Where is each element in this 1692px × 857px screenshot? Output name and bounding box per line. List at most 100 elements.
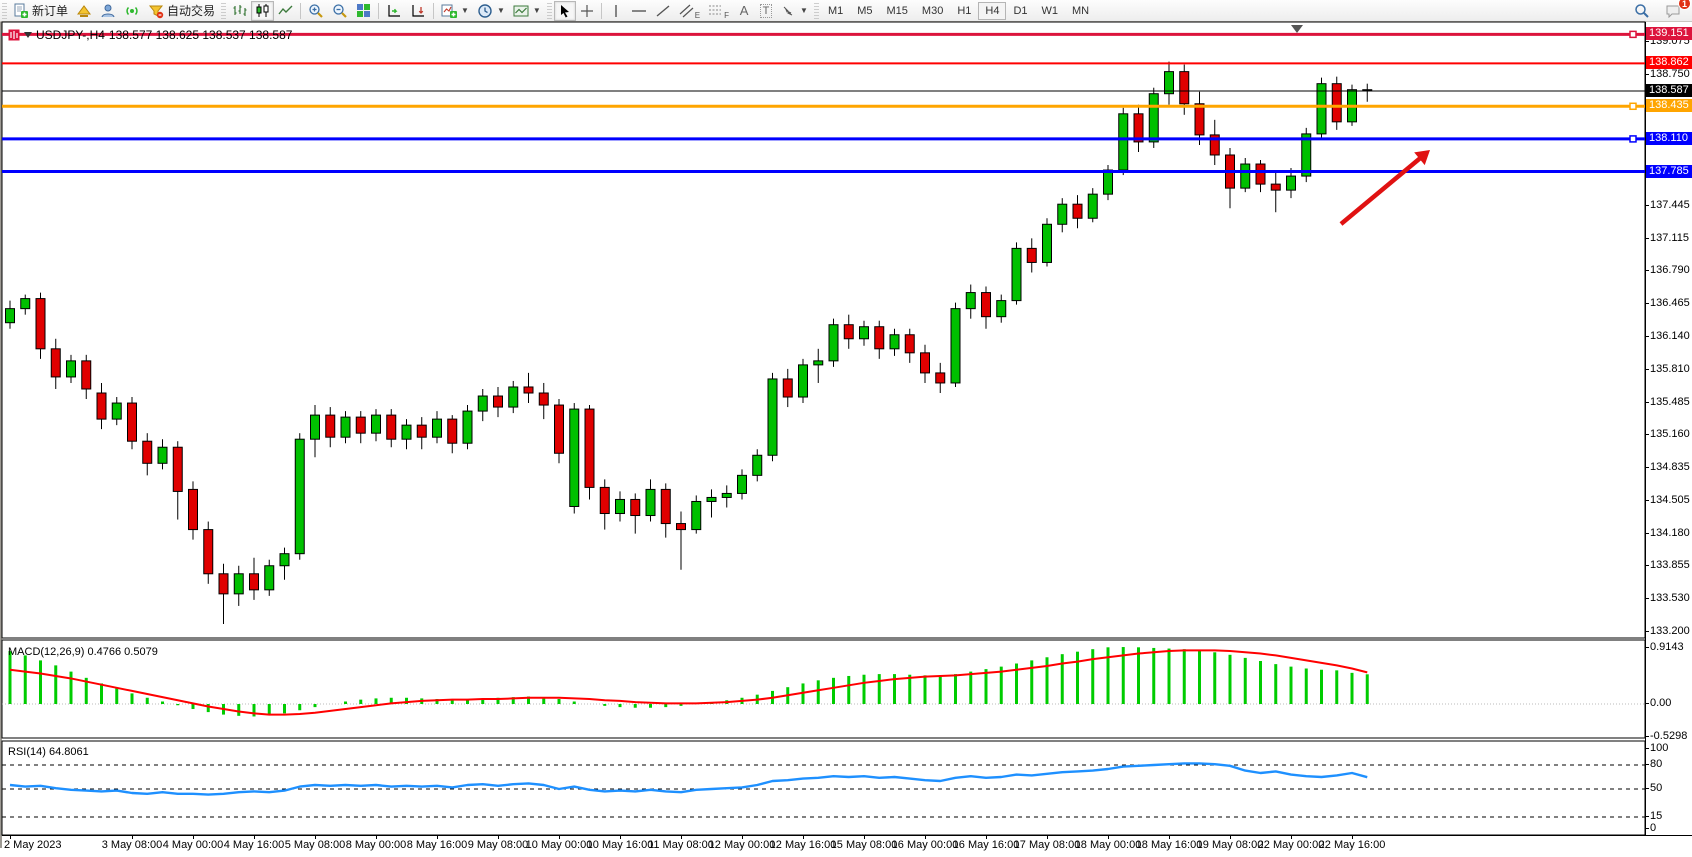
- auto-trading-button[interactable]: 自动交易: [144, 1, 219, 21]
- main-price-chart[interactable]: [1, 21, 1646, 639]
- timeframe-button-M30[interactable]: M30: [921, 4, 944, 17]
- toolbar-drag-handle[interactable]: [221, 2, 227, 19]
- symbol-icon: [8, 29, 20, 41]
- line-chart-button[interactable]: [274, 1, 297, 21]
- bear-candle: [249, 573, 259, 591]
- bull-candle: [401, 424, 412, 440]
- vertical-line-icon: [615, 4, 617, 17]
- toolbar-drag-handle[interactable]: [813, 2, 819, 19]
- add-indicator-icon: [441, 4, 458, 18]
- arrows-tool-dropdown[interactable]: ▼: [777, 1, 812, 21]
- bull-candle: [737, 474, 747, 494]
- timeframe-button-D1[interactable]: D1: [1013, 4, 1028, 17]
- level-price-badge: 139.151: [1646, 27, 1692, 41]
- bear-candle: [188, 488, 198, 531]
- bull-candle: [1011, 247, 1022, 302]
- tile-windows-button[interactable]: [352, 1, 375, 21]
- line-drag-handle: [1629, 30, 1637, 39]
- bull-candle: [828, 324, 839, 362]
- time-label: 10 May 00:00: [525, 839, 593, 851]
- bear-candle: [935, 372, 946, 384]
- bull-candle: [706, 496, 717, 502]
- dropdown-caret-icon: ▼: [532, 6, 541, 15]
- tile-windows-icon: [357, 4, 371, 17]
- time-tick: [1108, 836, 1109, 839]
- timeframe-button-W1[interactable]: W1: [1041, 4, 1059, 17]
- time-tick: [315, 836, 316, 839]
- bull-candle: [1042, 223, 1052, 263]
- new-order-button[interactable]: 新订单: [9, 1, 72, 21]
- toolbar-drag-handle[interactable]: [546, 2, 552, 19]
- period-dropdown[interactable]: ▼: [473, 1, 509, 21]
- time-tick: [376, 836, 377, 839]
- zoom-out-icon: [333, 3, 347, 18]
- toolbar: 新订单 自动交易: [0, 0, 1692, 22]
- rsi-panel-chart[interactable]: [1, 740, 1646, 836]
- candlestick-chart-button[interactable]: [251, 0, 275, 21]
- timeframe-button-M1[interactable]: M1: [827, 4, 844, 17]
- bull-candle: [20, 298, 31, 310]
- price-tick: 136.140: [1646, 329, 1690, 342]
- chart-window[interactable]: USDJPY-,H4 138.577 138.625 138.537 138.5…: [0, 21, 1692, 857]
- crosshair-tool-button[interactable]: [576, 1, 598, 21]
- search-icon: [1635, 3, 1649, 18]
- time-tick: [742, 836, 743, 839]
- time-label: 11 May 08:00: [648, 839, 714, 851]
- vertical-line-tool-button[interactable]: [605, 1, 627, 21]
- bull-candle: [111, 402, 122, 420]
- add-indicator-dropdown[interactable]: ▼: [437, 1, 473, 21]
- cursor-icon: [560, 4, 569, 17]
- timeframe-button-MN[interactable]: MN: [1072, 4, 1090, 17]
- macd-indicator-label: MACD(12,26,9) 0.4766 0.5079: [8, 646, 158, 658]
- rsi-indicator-label: RSI(14) 64.8061: [8, 746, 89, 758]
- time-tick: [559, 836, 560, 839]
- price-tick: 134.835: [1646, 460, 1690, 473]
- timeframe-button-H4[interactable]: H4: [978, 1, 1007, 20]
- label-tool-button[interactable]: T: [755, 1, 777, 21]
- cursor-tool-button[interactable]: [553, 0, 576, 21]
- timeframe-button-H1[interactable]: H1: [957, 4, 972, 17]
- price-tick: 134.505: [1646, 493, 1690, 506]
- auto-scroll-button[interactable]: [382, 1, 406, 21]
- market-watch-button[interactable]: [72, 1, 96, 21]
- toolbar-drag-handle[interactable]: [2, 2, 7, 19]
- bear-candle: [843, 324, 854, 340]
- bar-chart-button[interactable]: [228, 1, 251, 21]
- text-tool-button[interactable]: A: [733, 1, 755, 21]
- profile-button[interactable]: [96, 1, 120, 21]
- signals-button[interactable]: [120, 1, 144, 21]
- dropdown-caret-icon: ▼: [461, 6, 469, 15]
- bull-candle: [310, 414, 320, 440]
- bear-candle: [1026, 247, 1037, 263]
- bear-candle: [35, 298, 46, 350]
- price-axis[interactable]: 139.075 138.750 137.445 137.115 136.790 136.4…: [1645, 22, 1692, 835]
- chart-shift-marker: [1291, 25, 1303, 33]
- timeframe-button-M5[interactable]: M5: [857, 4, 873, 17]
- text-tool-letter: A: [739, 3, 749, 18]
- chart-shift-button[interactable]: [406, 1, 430, 21]
- collapse-triangle-icon[interactable]: [24, 32, 32, 38]
- annotation-arrow-shaft: [1339, 154, 1424, 226]
- search-button[interactable]: [1630, 1, 1654, 21]
- horizontal-line-tool-button[interactable]: [627, 1, 651, 21]
- notifications-button[interactable]: 1: [1662, 0, 1691, 21]
- macd-panel-chart[interactable]: [1, 639, 1646, 739]
- level-price-badge: 138.862: [1646, 56, 1692, 70]
- chart-shift-icon: [412, 4, 425, 17]
- time-tick: [986, 836, 987, 839]
- time-tick: [254, 836, 255, 839]
- timeframe-button-M15[interactable]: M15: [886, 4, 908, 17]
- bull-candle: [813, 360, 824, 366]
- time-axis[interactable]: 2 May 2023 3 May 08:00 4 May 00:00 4 May 16…: [2, 835, 1692, 857]
- fibonacci-tool-button[interactable]: F: [704, 1, 733, 21]
- zoom-in-button[interactable]: [304, 1, 328, 21]
- bull-candle: [1103, 169, 1113, 195]
- zoom-out-button[interactable]: [328, 1, 352, 21]
- ohlc-values: 138.577 138.625 138.537 138.587: [108, 28, 293, 42]
- symbol-period-label: USDJPY-,H4: [36, 28, 105, 42]
- trendline-tool-button[interactable]: [651, 1, 675, 21]
- equidistant-channel-tool-button[interactable]: E: [675, 1, 704, 21]
- template-dropdown[interactable]: ▼: [509, 1, 545, 21]
- time-label: 19 May 08:00: [1196, 839, 1264, 851]
- bear-candle: [386, 414, 397, 440]
